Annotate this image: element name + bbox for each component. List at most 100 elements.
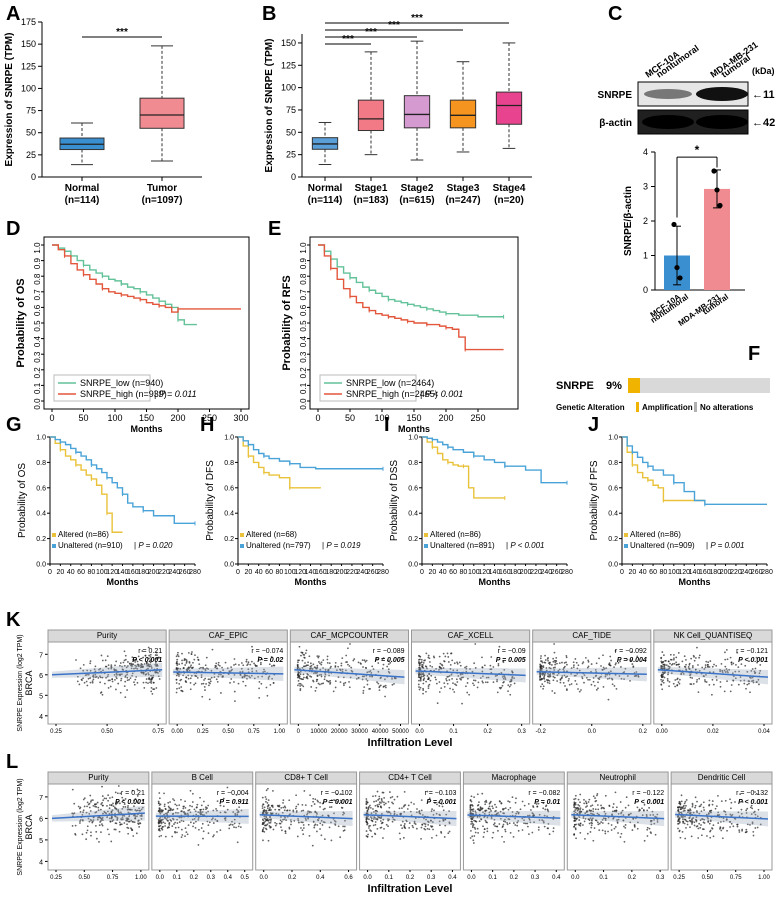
scatter-point xyxy=(660,676,663,678)
scatter-point xyxy=(504,828,507,831)
scatter-point xyxy=(316,675,319,678)
scatter-point xyxy=(176,664,179,667)
scatter-point xyxy=(685,668,687,671)
scatter-point xyxy=(220,673,222,676)
scatter-point xyxy=(747,680,750,682)
scatter-point xyxy=(745,809,748,812)
scatter-point xyxy=(579,801,581,804)
data-point xyxy=(717,202,723,209)
scatter-point xyxy=(619,836,622,838)
scatter-point xyxy=(573,825,575,828)
scatter-point xyxy=(98,668,100,671)
scatter-point xyxy=(423,677,426,680)
scatter-point xyxy=(547,672,549,675)
data-point xyxy=(677,275,683,281)
scatter-point xyxy=(126,665,129,667)
scatter-point xyxy=(491,836,494,839)
scatter-point xyxy=(266,807,269,810)
scatter-point xyxy=(261,796,264,799)
scatter-point xyxy=(263,830,266,833)
x-tick-label: 260 xyxy=(551,569,563,576)
scatter-point xyxy=(155,651,158,654)
y-tick-label: 75 xyxy=(26,106,36,116)
scatter-point xyxy=(600,665,602,667)
scatter-point xyxy=(116,792,119,795)
scatter-point xyxy=(471,822,474,825)
x-tick-label: 0.75 xyxy=(107,875,119,881)
scatter-point xyxy=(114,664,116,667)
scatter-point xyxy=(184,800,186,803)
group-n-label: (n=114) xyxy=(308,195,343,206)
scatter-point xyxy=(329,679,332,682)
scatter-point xyxy=(122,806,125,808)
scatter-point xyxy=(607,698,610,701)
scatter-point xyxy=(445,678,448,680)
scatter-point xyxy=(317,660,320,663)
scatter-point xyxy=(197,658,200,661)
scatter-point xyxy=(111,796,114,799)
scatter-point xyxy=(89,677,92,679)
x-tick-label: 0 xyxy=(297,729,301,735)
scatter-point xyxy=(106,828,109,831)
scatter-point xyxy=(135,665,138,668)
scatter-point xyxy=(448,675,451,677)
scatter-point xyxy=(113,674,116,676)
scatter-point xyxy=(403,823,406,825)
scatter-point xyxy=(322,667,324,669)
legend-swatch-altered xyxy=(240,533,244,537)
scatter-point xyxy=(685,804,687,807)
scatter-point xyxy=(596,804,599,806)
scatter-point xyxy=(309,675,311,678)
scatter-point xyxy=(620,677,623,680)
facet-B Cell: B Cellr = −0.004P = 0.9110.0 0.1 0.2 0.3 0.4… xyxy=(151,771,254,881)
scatter-point xyxy=(698,656,700,659)
scatter-point xyxy=(483,664,486,667)
scatter-point xyxy=(207,824,210,827)
x-tick-label: 220 xyxy=(346,569,358,576)
scatter-point xyxy=(260,661,262,664)
scatter-point xyxy=(83,805,86,808)
scatter-point xyxy=(601,669,604,671)
y-tick-label: 100 xyxy=(21,83,36,93)
scatter-point xyxy=(598,829,601,832)
scatter-point xyxy=(86,825,89,828)
r-value: r = −0.004 xyxy=(217,790,249,797)
scatter-point xyxy=(749,691,751,694)
band-lane2 xyxy=(696,115,748,129)
scatter-point xyxy=(304,804,307,807)
scatter-point xyxy=(113,669,116,672)
scatter-point xyxy=(740,663,743,665)
row-label: BRCA xyxy=(24,814,34,839)
scatter-point xyxy=(587,801,590,803)
scatter-point xyxy=(136,668,139,670)
scatter-point xyxy=(174,803,177,806)
scatter-point xyxy=(299,685,302,687)
scatter-point xyxy=(387,663,390,666)
scatter-point xyxy=(274,821,276,824)
x-tick-label: 0.0 xyxy=(588,729,597,735)
scatter-point xyxy=(368,805,370,808)
scatter-point xyxy=(377,682,380,685)
scatter-point xyxy=(123,822,126,824)
scatter-point xyxy=(86,829,89,832)
scatter-point xyxy=(299,689,302,692)
scatter-point xyxy=(595,799,598,802)
scatter-point xyxy=(302,824,305,826)
regression-line xyxy=(294,669,405,678)
scatter-point xyxy=(500,671,503,674)
scatter-point xyxy=(379,820,382,822)
x-axis-label: Months xyxy=(398,424,430,434)
scatter-point xyxy=(89,800,92,803)
scatter-point xyxy=(542,673,545,675)
scatter-point xyxy=(362,666,364,668)
scatter-point xyxy=(576,809,579,812)
scatter-point xyxy=(402,836,405,839)
scatter-point xyxy=(706,835,708,837)
scatter-point xyxy=(570,683,573,685)
scatter-point xyxy=(317,682,320,685)
scatter-point xyxy=(635,671,638,673)
scatter-point xyxy=(262,839,264,842)
scatter-point xyxy=(440,830,442,833)
scatter-point xyxy=(566,675,569,678)
scatter-point xyxy=(708,666,711,668)
